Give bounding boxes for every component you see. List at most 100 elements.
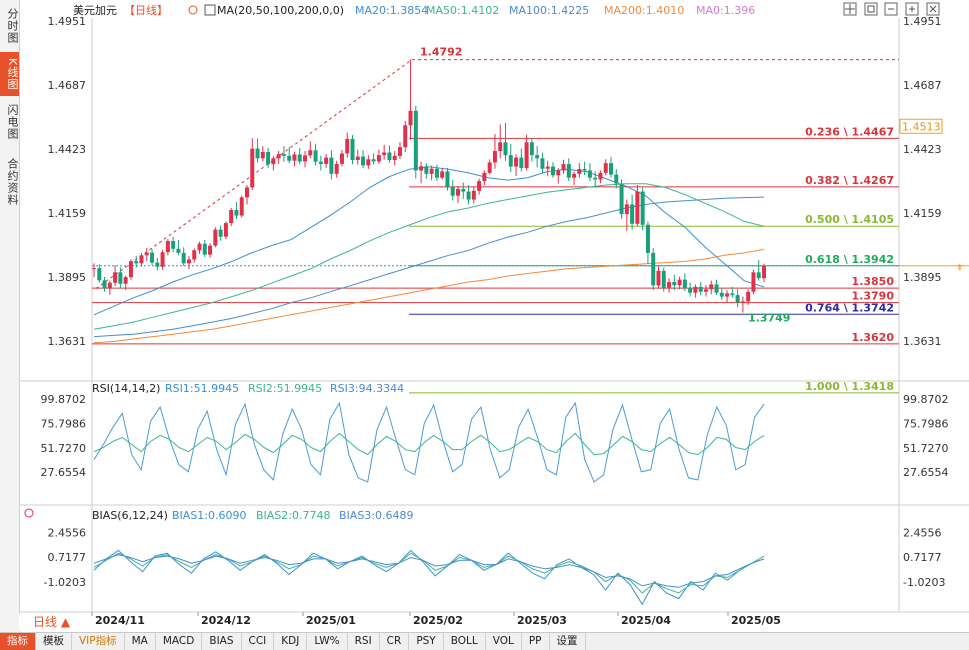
candle	[92, 268, 96, 270]
indicator-tab[interactable]: 模板	[36, 633, 72, 650]
bias-y-tick-left: 0.7177	[48, 551, 87, 564]
period-button[interactable]: 日线 ▲	[19, 614, 89, 631]
zoom-in-icon[interactable]	[905, 2, 919, 16]
candle	[751, 272, 756, 292]
indicator-tab[interactable]: 指标	[0, 633, 36, 650]
ma-line	[93, 248, 765, 344]
candle	[123, 277, 128, 284]
candle	[155, 262, 160, 267]
candle	[334, 163, 339, 174]
y-tick-label-left: 1.3895	[48, 271, 87, 284]
indicator-tab-bar: 指标 模板 VIP指标 MA MACD BIAS CCI KDJ LW% RSI CR PSY BOLL…	[0, 632, 969, 650]
sidebar-tab-flash[interactable]: 闪电图	[6, 104, 19, 140]
sidebar-tab-contract[interactable]: 合约资料	[6, 158, 19, 206]
chart-area[interactable]: 美元加元 【日线】 MA(20,50,100,200,0,0) MA20:1.3854…	[19, 0, 969, 632]
candle	[540, 158, 545, 169]
candle	[609, 163, 614, 175]
candle	[403, 125, 408, 148]
trend-dashed-line	[95, 59, 413, 289]
candle	[519, 157, 524, 169]
candle	[192, 250, 197, 260]
sidebar-tab-timeshare[interactable]: 分时图	[6, 8, 19, 44]
candle	[529, 142, 534, 156]
chart-title: 美元加元	[73, 4, 117, 17]
fib-label: 0.500 \ 1.4105	[805, 213, 894, 226]
rsi-y-tick-right: 51.7270	[903, 442, 949, 455]
indicator-tab-macd[interactable]: MACD	[156, 633, 203, 650]
indicator-tab-lw[interactable]: LW%	[307, 633, 348, 650]
bias-legend: BIAS3:0.6489	[339, 509, 414, 522]
candle	[134, 261, 139, 264]
candlestick-chart: 1.4951 1.4951 1.4687 1.4687 1.4423 1.4423 1.41…	[19, 15, 969, 613]
indicator-tab-kdj[interactable]: KDJ	[274, 633, 308, 650]
indicator-tab-bias[interactable]: BIAS	[202, 633, 242, 650]
candle	[730, 293, 735, 296]
y-tick-label-right: 1.3895	[903, 271, 942, 284]
indicator-tab-boll[interactable]: BOLL	[444, 633, 486, 650]
indicator-tab-vip[interactable]: VIP指标	[72, 633, 125, 650]
price-tag: 1.4513	[902, 120, 941, 133]
candle	[445, 171, 450, 188]
candle	[503, 142, 508, 156]
candle	[234, 209, 239, 216]
candle	[735, 295, 740, 303]
price-tag-box	[899, 118, 943, 134]
candle	[535, 155, 540, 159]
candle	[139, 255, 144, 264]
ma-spec: MA(20,50,100,200,0,0)	[217, 4, 344, 17]
indicator-tab-vol[interactable]: VOL	[486, 633, 522, 650]
candle	[329, 157, 334, 174]
ma-line	[93, 166, 765, 316]
candle	[165, 241, 170, 253]
indicator-tab-pp[interactable]: PP	[522, 633, 550, 650]
candle	[461, 188, 466, 192]
candle	[350, 138, 355, 161]
indicator-tab[interactable]: 设置	[550, 633, 586, 650]
x-tick-label: 2024/12	[201, 614, 251, 627]
candle	[113, 272, 118, 283]
indicator-tab-rsi[interactable]: RSI	[348, 633, 380, 650]
rsi-line	[93, 432, 765, 456]
candle	[640, 191, 645, 225]
y-tick-label-left: 1.3631	[48, 335, 87, 348]
candle	[630, 204, 635, 224]
indicator-tab-cci[interactable]: CCI	[242, 633, 275, 650]
candle	[202, 243, 207, 255]
fullscreen-icon[interactable]	[864, 2, 878, 16]
candle	[176, 248, 181, 253]
sidebar-tab-kline[interactable]: K线图	[0, 52, 19, 96]
candle	[693, 286, 698, 293]
candle	[376, 155, 381, 162]
candle	[740, 301, 745, 303]
candle	[688, 287, 693, 293]
bias-title: BIAS(6,12,24)	[92, 509, 168, 522]
candle	[651, 252, 656, 286]
crosshair-icon[interactable]	[843, 2, 857, 16]
candle	[250, 148, 255, 188]
indicator-tab-psy[interactable]: PSY	[409, 633, 444, 650]
candle	[361, 156, 366, 166]
rsi-legend: RSI1:51.9945	[165, 382, 239, 395]
candle	[218, 229, 223, 237]
candle	[387, 152, 392, 161]
indicator-tab-ma[interactable]: MA	[125, 633, 156, 650]
candle	[482, 172, 487, 182]
candle	[223, 223, 228, 237]
zoom-out-icon[interactable]	[884, 2, 898, 16]
candle	[714, 284, 719, 293]
rsi-title: RSI(14,14,2)	[92, 382, 160, 395]
ma-value-label: MA0:1.396	[696, 4, 755, 17]
close-icon[interactable]	[926, 2, 940, 16]
candle	[287, 155, 292, 161]
candle	[587, 170, 592, 178]
ma-line	[93, 196, 765, 338]
x-tick-label: 2025/03	[517, 614, 567, 627]
y-tick-label-left: 1.4423	[48, 143, 87, 156]
candle	[107, 282, 112, 289]
candle	[419, 166, 424, 171]
indicator-tab-cr[interactable]: CR	[380, 633, 410, 650]
bias-y-tick-right: 0.7177	[903, 551, 942, 564]
rsi-y-tick-left: 99.8702	[41, 393, 87, 406]
rsi-line	[93, 401, 765, 483]
bias-y-tick-left: 2.4556	[48, 527, 87, 540]
